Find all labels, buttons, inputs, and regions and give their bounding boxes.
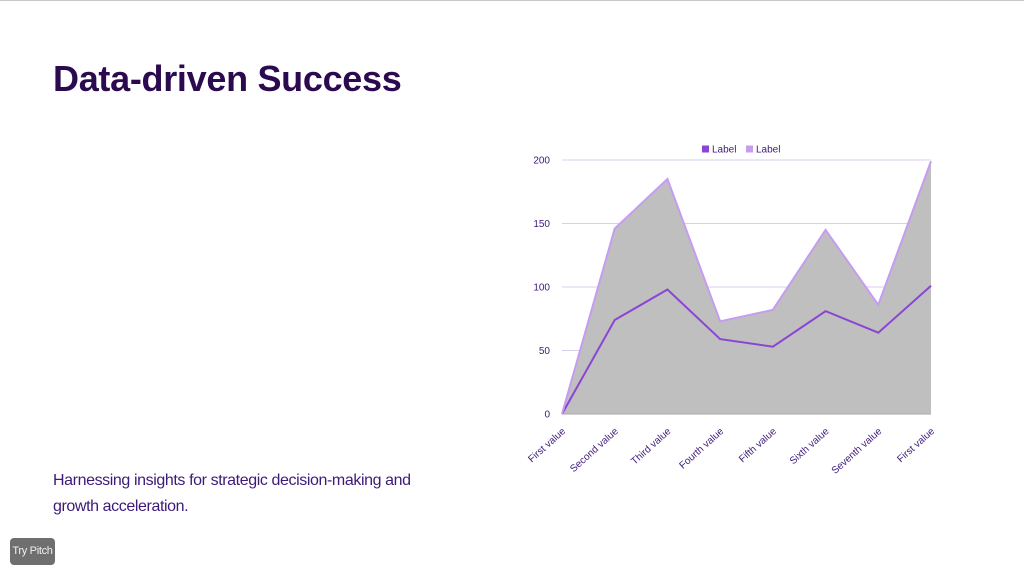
- legend-swatch-1: [702, 145, 709, 153]
- x-tick-label: Third value: [629, 426, 673, 468]
- area-fill: [562, 161, 931, 414]
- y-tick-label: 200: [533, 156, 550, 167]
- page-title: Data-driven Success: [53, 58, 402, 99]
- legend-label-2: Label: [756, 145, 780, 156]
- page-subtitle: Harnessing insights for strategic decisi…: [53, 472, 411, 515]
- series-line-1: [561, 284, 932, 415]
- series-line-2: [561, 160, 932, 415]
- y-tick-label: 0: [544, 410, 550, 421]
- try-pitch-button[interactable]: Try Pitch: [10, 538, 55, 565]
- x-tick-label: First value: [895, 426, 937, 465]
- y-tick-label: 50: [539, 346, 551, 357]
- x-tick-label: First value: [526, 426, 568, 465]
- x-tick-label: Fourth value: [677, 426, 726, 472]
- legend-swatch-2: [746, 145, 753, 153]
- x-tick-label: Sixth value: [788, 426, 832, 467]
- y-tick-label: 150: [533, 219, 550, 230]
- top-divider: [0, 0, 1024, 1]
- y-tick-label: 100: [533, 283, 550, 294]
- x-tick-label: Seventh value: [830, 426, 885, 477]
- legend-label-1: Label: [712, 145, 736, 156]
- x-tick-label: Second value: [568, 426, 621, 475]
- x-tick-label: Fifth value: [737, 426, 779, 465]
